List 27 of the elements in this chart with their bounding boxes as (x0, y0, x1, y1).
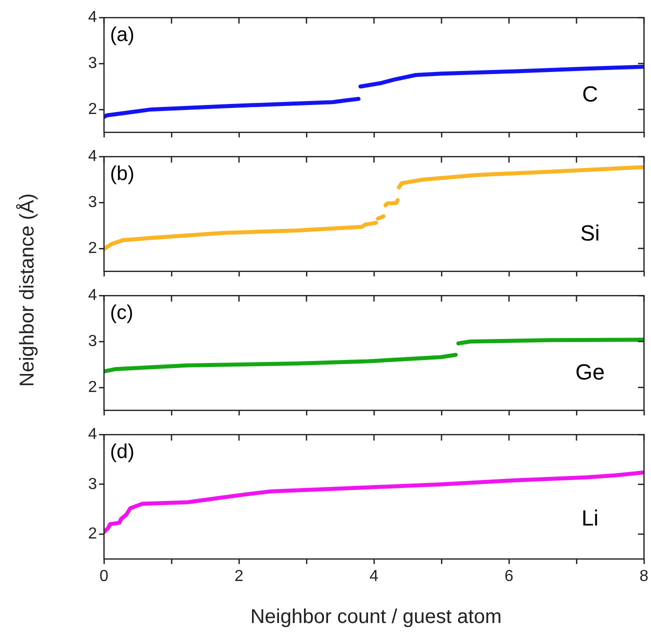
y-tick-label: 2 (88, 240, 98, 257)
y-tick-label: 4 (88, 9, 98, 26)
annotation: (c) (110, 302, 134, 324)
annotation: (d) (110, 441, 134, 464)
y-tick-label: 3 (88, 54, 98, 72)
x-tick-label: 2 (234, 568, 244, 586)
y-tick-label: 2 (88, 100, 98, 118)
y-tick-label: 4 (88, 287, 98, 304)
y-tick-label: 3 (88, 476, 98, 493)
y-tick-label: 3 (88, 194, 98, 211)
series-label: C (582, 82, 598, 107)
y-tick-label: 4 (88, 426, 98, 444)
x-tick-label: 6 (504, 568, 514, 586)
text: Si (580, 220, 600, 246)
y-tick-label: 4 (88, 148, 98, 166)
x-tick-label: 8 (640, 568, 649, 586)
x-tick-label: 0 (100, 568, 109, 586)
y-tick-label: 3 (88, 332, 98, 350)
y-axis-title: Neighbor distance (Å) (16, 193, 40, 387)
x-axis-title: Neighbor count / guest atom (250, 606, 502, 629)
series-label: Li (581, 505, 599, 530)
series-label: Ge (575, 360, 605, 385)
annotation: (a) (110, 24, 134, 46)
annotation: (b) (110, 163, 134, 186)
y-tick-label: 2 (88, 526, 98, 543)
x-tick-label: 4 (370, 568, 379, 586)
y-tick-label: 2 (88, 378, 98, 396)
